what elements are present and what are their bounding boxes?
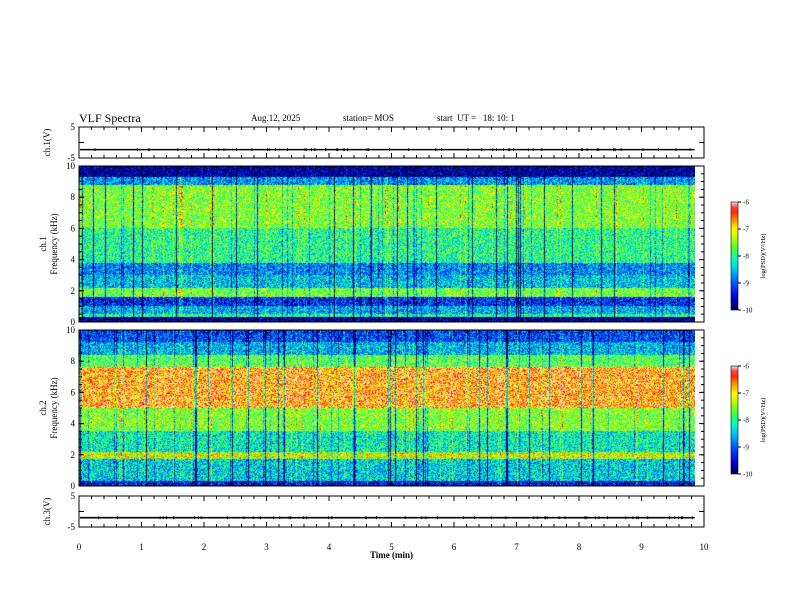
- ch2-spectrogram-colorbar-tick-label: -8: [743, 417, 749, 425]
- ch2-spectrogram-ytick-label: 8: [71, 356, 76, 366]
- ch2-spectrogram-colorbar-label: log(PSD)(V²/Hz): [760, 398, 767, 443]
- ch2-spectrogram-ylabel: Frequency (kHz): [49, 377, 59, 438]
- ch2-spectrogram-colorbar: [730, 365, 739, 475]
- ch1-spectrogram-colorbar-tick-label: -7: [743, 226, 749, 234]
- ch2-spectrogram-ytick-label: 10: [66, 325, 76, 335]
- x-tick-label: 7: [514, 542, 519, 552]
- x-tick-label: 8: [577, 542, 582, 552]
- ch2-spectrogram-ytick-label: 2: [71, 450, 76, 460]
- ch1-spectrogram-ylabel: Frequency (kHz): [49, 213, 59, 274]
- start-time-label: start UT = 18: 10: 1: [437, 113, 515, 123]
- date-label: Aug.12, 2025: [251, 113, 301, 123]
- ch1-spectrogram-colorbar-tick-label: -10: [743, 307, 753, 315]
- ch1-spectrogram-colorbar-tick-label: -9: [743, 280, 749, 288]
- ch3-voltage-ylabel: ch.3(V): [42, 498, 52, 526]
- ch2-spectrogram-ytick-label: 6: [71, 387, 76, 397]
- x-axis-label: Time (min): [370, 550, 413, 560]
- ch1-spectrogram-ytick-label: 10: [66, 161, 76, 171]
- ch1-spectrogram-channel-label: ch.1: [38, 236, 48, 251]
- x-tick-label: 5: [389, 542, 394, 552]
- ch1-spectrogram-ytick-label: 8: [71, 192, 76, 202]
- ch1-spectrogram-ytick-label: 2: [71, 286, 76, 296]
- ch1-spectrogram-ytick-label: 0: [71, 317, 76, 327]
- ch1-spectrogram-colorbar: [730, 201, 739, 311]
- x-tick-label: 0: [77, 542, 82, 552]
- x-tick-label: 9: [639, 542, 644, 552]
- ch1-spectrogram-colorbar-tick-label: -8: [743, 253, 749, 261]
- ch1-voltage-ytick-label: 5: [71, 122, 76, 132]
- ch2-spectrogram-ytick-label: 0: [71, 481, 76, 491]
- x-tick-label: 3: [264, 542, 269, 552]
- ch1-spectrogram-ytick-label: 6: [71, 223, 76, 233]
- station-label: station= MOS: [343, 113, 394, 123]
- ch1-voltage-ylabel: ch.1(V): [42, 129, 52, 157]
- ch2-spectrogram-image: [79, 330, 695, 486]
- ch1-spectrogram-colorbar-tick-label: -6: [743, 199, 749, 207]
- ch2-spectrogram-colorbar-tick-label: -7: [743, 390, 749, 398]
- ch3-voltage-ytick-label: 5: [71, 491, 76, 501]
- ch2-spectrogram-colorbar-tick-label: -6: [743, 363, 749, 371]
- ch1-voltage-ytick-label: -5: [68, 153, 76, 163]
- x-tick-label: 10: [700, 542, 710, 552]
- x-tick-label: 1: [139, 542, 144, 552]
- ch2-spectrogram-ytick-label: 4: [71, 419, 76, 429]
- ch1-spectrogram-image: [79, 166, 695, 322]
- ch2-spectrogram-colorbar-tick-label: -9: [743, 444, 749, 452]
- chart-title: VLF Spectra: [79, 111, 141, 125]
- ch3-voltage-ytick-label: -5: [68, 522, 76, 532]
- ch2-spectrogram-colorbar-tick-label: -10: [743, 471, 753, 479]
- x-tick-label: 4: [327, 542, 332, 552]
- ch1-spectrogram-ytick-label: 4: [71, 255, 76, 265]
- x-tick-label: 6: [452, 542, 457, 552]
- ch2-spectrogram-channel-label: ch.2: [38, 400, 48, 415]
- x-tick-label: 2: [202, 542, 207, 552]
- ch1-spectrogram-colorbar-label: log(PSD)(V²/Hz): [760, 234, 767, 279]
